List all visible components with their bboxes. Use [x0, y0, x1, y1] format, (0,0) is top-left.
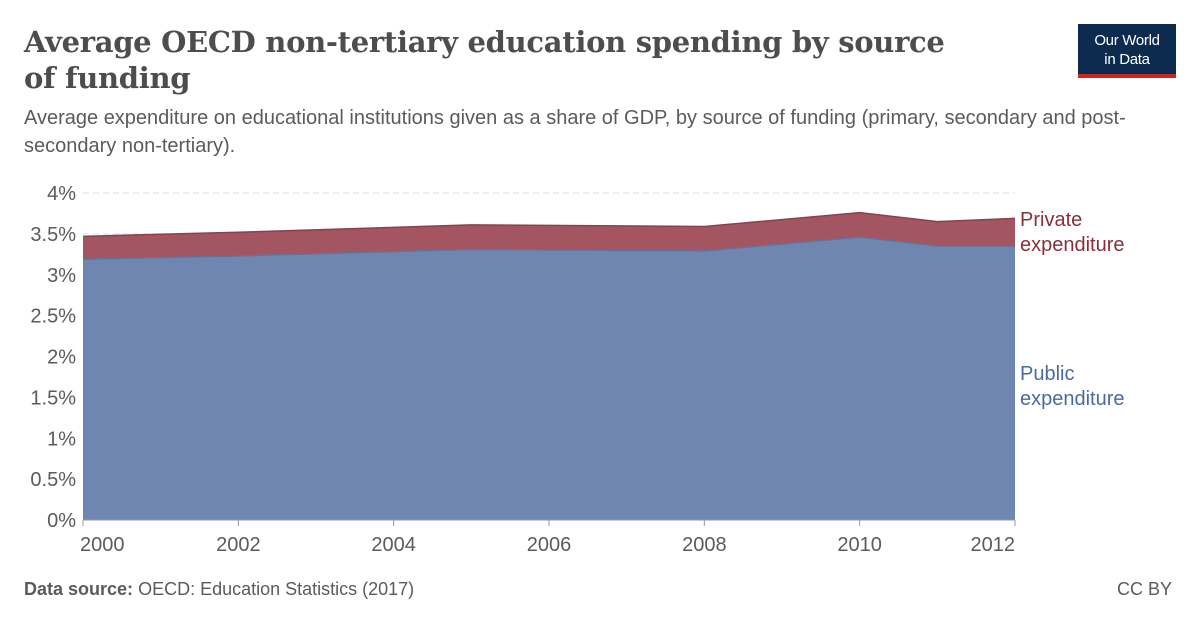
chart-title: Average OECD non-tertiary education spen… — [24, 25, 945, 95]
series-label-public-line: expenditure — [1020, 388, 1125, 410]
area-series — [82, 211, 1016, 520]
license[interactable]: CC BY — [1116, 579, 1172, 599]
y-tick-label: 2.5% — [30, 306, 76, 328]
series-label-private-line: expenditure — [1020, 234, 1125, 256]
x-tick-label: 2002 — [216, 534, 261, 556]
logo-line-1: Our World — [1094, 32, 1160, 49]
series-label-private: Private expenditure — [1020, 209, 1125, 256]
owid-logo[interactable]: Our World in Data — [1078, 24, 1176, 78]
axes — [82, 519, 1016, 526]
data-source: Data source: OECD: Education Statistics … — [24, 579, 414, 600]
x-tick-label: 2008 — [682, 534, 727, 556]
series-label-private-line: Private — [1020, 209, 1082, 231]
data-source-label: Data source: — [24, 579, 134, 599]
y-tick-labels: 0% 0.5% 1% 1.5% 2% 2.5% 3% 3.5% 4% — [30, 183, 76, 532]
series-label-public-line: Public — [1020, 363, 1074, 385]
public-expenditure-line — [82, 236, 1015, 260]
x-tick-labels: 2000 2002 2004 2006 2008 2010 2012 — [80, 534, 1015, 556]
x-tick-label: 2010 — [837, 534, 882, 556]
data-source-text: OECD: Education Statistics (2017) — [138, 579, 415, 599]
x-tick-label: 2012 — [971, 534, 1016, 556]
y-tick-label: 1% — [47, 428, 76, 450]
private-expenditure-line — [82, 211, 1016, 238]
y-tick-label: 0% — [47, 510, 76, 532]
y-tick-label: 4% — [47, 183, 76, 205]
y-tick-label: 3% — [47, 265, 76, 287]
y-tick-label: 2% — [47, 347, 76, 369]
series-labels: Private expenditure Public expenditure — [1020, 209, 1125, 410]
x-tick-label: 2006 — [527, 534, 572, 556]
chart-subtitle: Average expenditure on educational insti… — [24, 107, 1126, 157]
private-expenditure-area[interactable] — [83, 212, 1015, 260]
y-tick-label: 1.5% — [30, 387, 76, 409]
logo-line-2: in Data — [1104, 51, 1150, 68]
y-tick-label: 3.5% — [30, 224, 76, 246]
x-tick-label: 2004 — [371, 534, 416, 556]
y-tick-label: 0.5% — [30, 469, 76, 491]
series-label-public: Public expenditure — [1020, 363, 1125, 410]
x-tick-label: 2000 — [80, 534, 125, 556]
public-expenditure-area[interactable] — [83, 237, 1015, 520]
